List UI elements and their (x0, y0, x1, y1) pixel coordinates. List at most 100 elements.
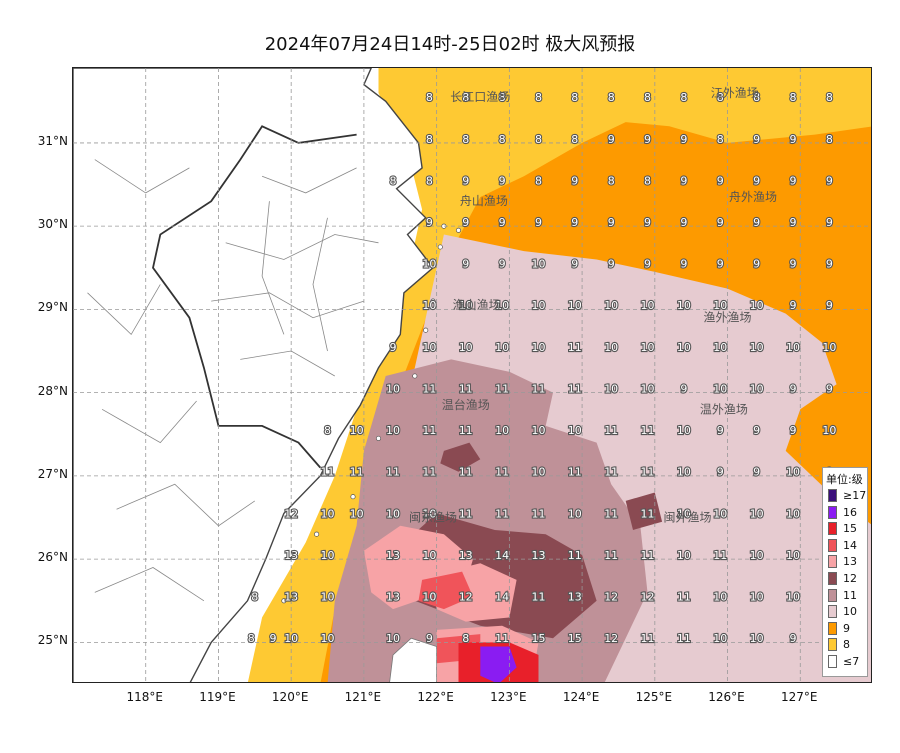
wind-value: 15 (568, 632, 582, 645)
wind-value: 10 (713, 632, 727, 645)
legend-label: 16 (843, 505, 857, 519)
wind-value: 9 (826, 299, 833, 312)
wind-value: 8 (426, 174, 433, 187)
fill-level-12-b (440, 442, 481, 472)
fishing-ground-label: 闽外渔场 (663, 511, 711, 525)
map-title: 2024年07月24日14时-25日02时 极大风预报 (264, 34, 636, 55)
wind-value: 10 (786, 466, 800, 479)
wind-value: 10 (677, 299, 691, 312)
fishing-ground-label: 舟山渔场 (460, 194, 508, 208)
wind-value: 10 (604, 299, 618, 312)
coastal-island (350, 494, 356, 500)
wind-value: 14 (495, 549, 509, 562)
wind-value: 13 (386, 591, 400, 604)
county-border (211, 292, 365, 319)
wind-value: 10 (641, 341, 655, 354)
legend-item: 11 (828, 588, 857, 603)
wind-value: 9 (680, 258, 687, 271)
wind-value: 11 (321, 466, 335, 479)
wind-value: 11 (459, 466, 473, 479)
wind-value: 8 (324, 424, 331, 437)
wind-value: 9 (462, 258, 469, 271)
wind-value: 10 (750, 383, 764, 396)
wind-value: 10 (321, 507, 335, 520)
wind-value: 10 (713, 591, 727, 604)
legend-swatch (828, 605, 837, 619)
wind-value: 9 (717, 258, 724, 271)
wind-value: 11 (350, 466, 364, 479)
coastal-island (375, 435, 382, 441)
wind-value: 9 (717, 174, 724, 187)
wind-value: 10 (713, 341, 727, 354)
wind-value: 9 (826, 258, 833, 271)
wind-value: 10 (713, 383, 727, 396)
wind-value: 9 (571, 174, 578, 187)
wind-value: 10 (750, 341, 764, 354)
county-border (101, 400, 197, 444)
coastal-island (314, 531, 320, 537)
wind-value: 11 (568, 549, 582, 562)
wind-value: 10 (604, 383, 618, 396)
county-border (87, 284, 161, 336)
wind-value: 9 (826, 383, 833, 396)
wind-value: 8 (717, 133, 724, 146)
wind-value: 9 (753, 466, 760, 479)
wind-value: 10 (677, 424, 691, 437)
county-border (94, 567, 205, 602)
legend-swatch (828, 505, 837, 519)
longitude-label: 121°E (344, 690, 382, 704)
wind-value: 9 (462, 174, 469, 187)
wind-value: 11 (422, 424, 436, 437)
wind-value: 9 (680, 133, 687, 146)
wind-value: 11 (459, 424, 473, 437)
wind-value: 10 (495, 341, 509, 354)
wind-value: 11 (604, 466, 618, 479)
wind-value: 11 (641, 549, 655, 562)
wind-value: 9 (790, 216, 797, 229)
map-frame: 8 8 8 8 8 8 8 8 8 8 8 8 8 8 8 8 8 9 9 9 8 9 9 8 8 8 9 9 8 9 8 8 9 9 9 9 9 9 9 9… (72, 67, 872, 683)
wind-value: 8 (790, 91, 797, 104)
wind-value: 10 (350, 507, 364, 520)
wind-value: 10 (422, 591, 436, 604)
wind-value: 9 (608, 216, 615, 229)
wind-value: 8 (499, 133, 506, 146)
latitude-label: 27°N (37, 466, 68, 481)
wind-value: 8 (571, 133, 578, 146)
legend-swatch (828, 588, 837, 602)
wind-value: 10 (321, 591, 335, 604)
wind-value: 10 (495, 299, 509, 312)
wind-value: 9 (790, 424, 797, 437)
fishing-ground-label: 长江口渔场 (450, 90, 510, 104)
graticule (73, 68, 871, 682)
legend-label: 9 (843, 621, 850, 635)
legend-label: ≤7 (843, 655, 860, 668)
wind-value: 9 (753, 216, 760, 229)
wind-value: 12 (459, 591, 473, 604)
wind-value: 11 (604, 507, 618, 520)
wind-value: 10 (350, 424, 364, 437)
wind-value: 10 (568, 424, 582, 437)
wind-value: 8 (826, 91, 833, 104)
wind-value: 10 (822, 341, 836, 354)
longitude-label: 127°E (781, 690, 818, 704)
wind-value: 10 (786, 591, 800, 604)
wind-value: 9 (790, 299, 797, 312)
wind-value: 10 (822, 424, 836, 437)
longitude-label: 119°E (199, 690, 236, 704)
wind-value: 10 (568, 299, 582, 312)
wind-value: 10 (713, 507, 727, 520)
wind-value: 11 (495, 466, 509, 479)
wind-value: 9 (753, 133, 760, 146)
wind-value: 9 (426, 216, 433, 229)
wind-value: 12 (284, 507, 298, 520)
coastal-island (412, 373, 418, 379)
wind-value: 8 (608, 174, 615, 187)
wind-value: 11 (495, 632, 509, 645)
wind-map: 8 8 8 8 8 8 8 8 8 8 8 8 8 8 8 8 8 9 9 9 8 9 9 8 8 8 9 9 8 9 8 8 9 9 9 9 9 9 9 9… (73, 68, 871, 682)
wind-value: 9 (608, 258, 615, 271)
wind-value: 10 (532, 258, 546, 271)
longitude-label: 120°E (271, 690, 309, 704)
wind-value: 9 (426, 632, 433, 645)
legend-item: ≥17 (828, 488, 866, 503)
